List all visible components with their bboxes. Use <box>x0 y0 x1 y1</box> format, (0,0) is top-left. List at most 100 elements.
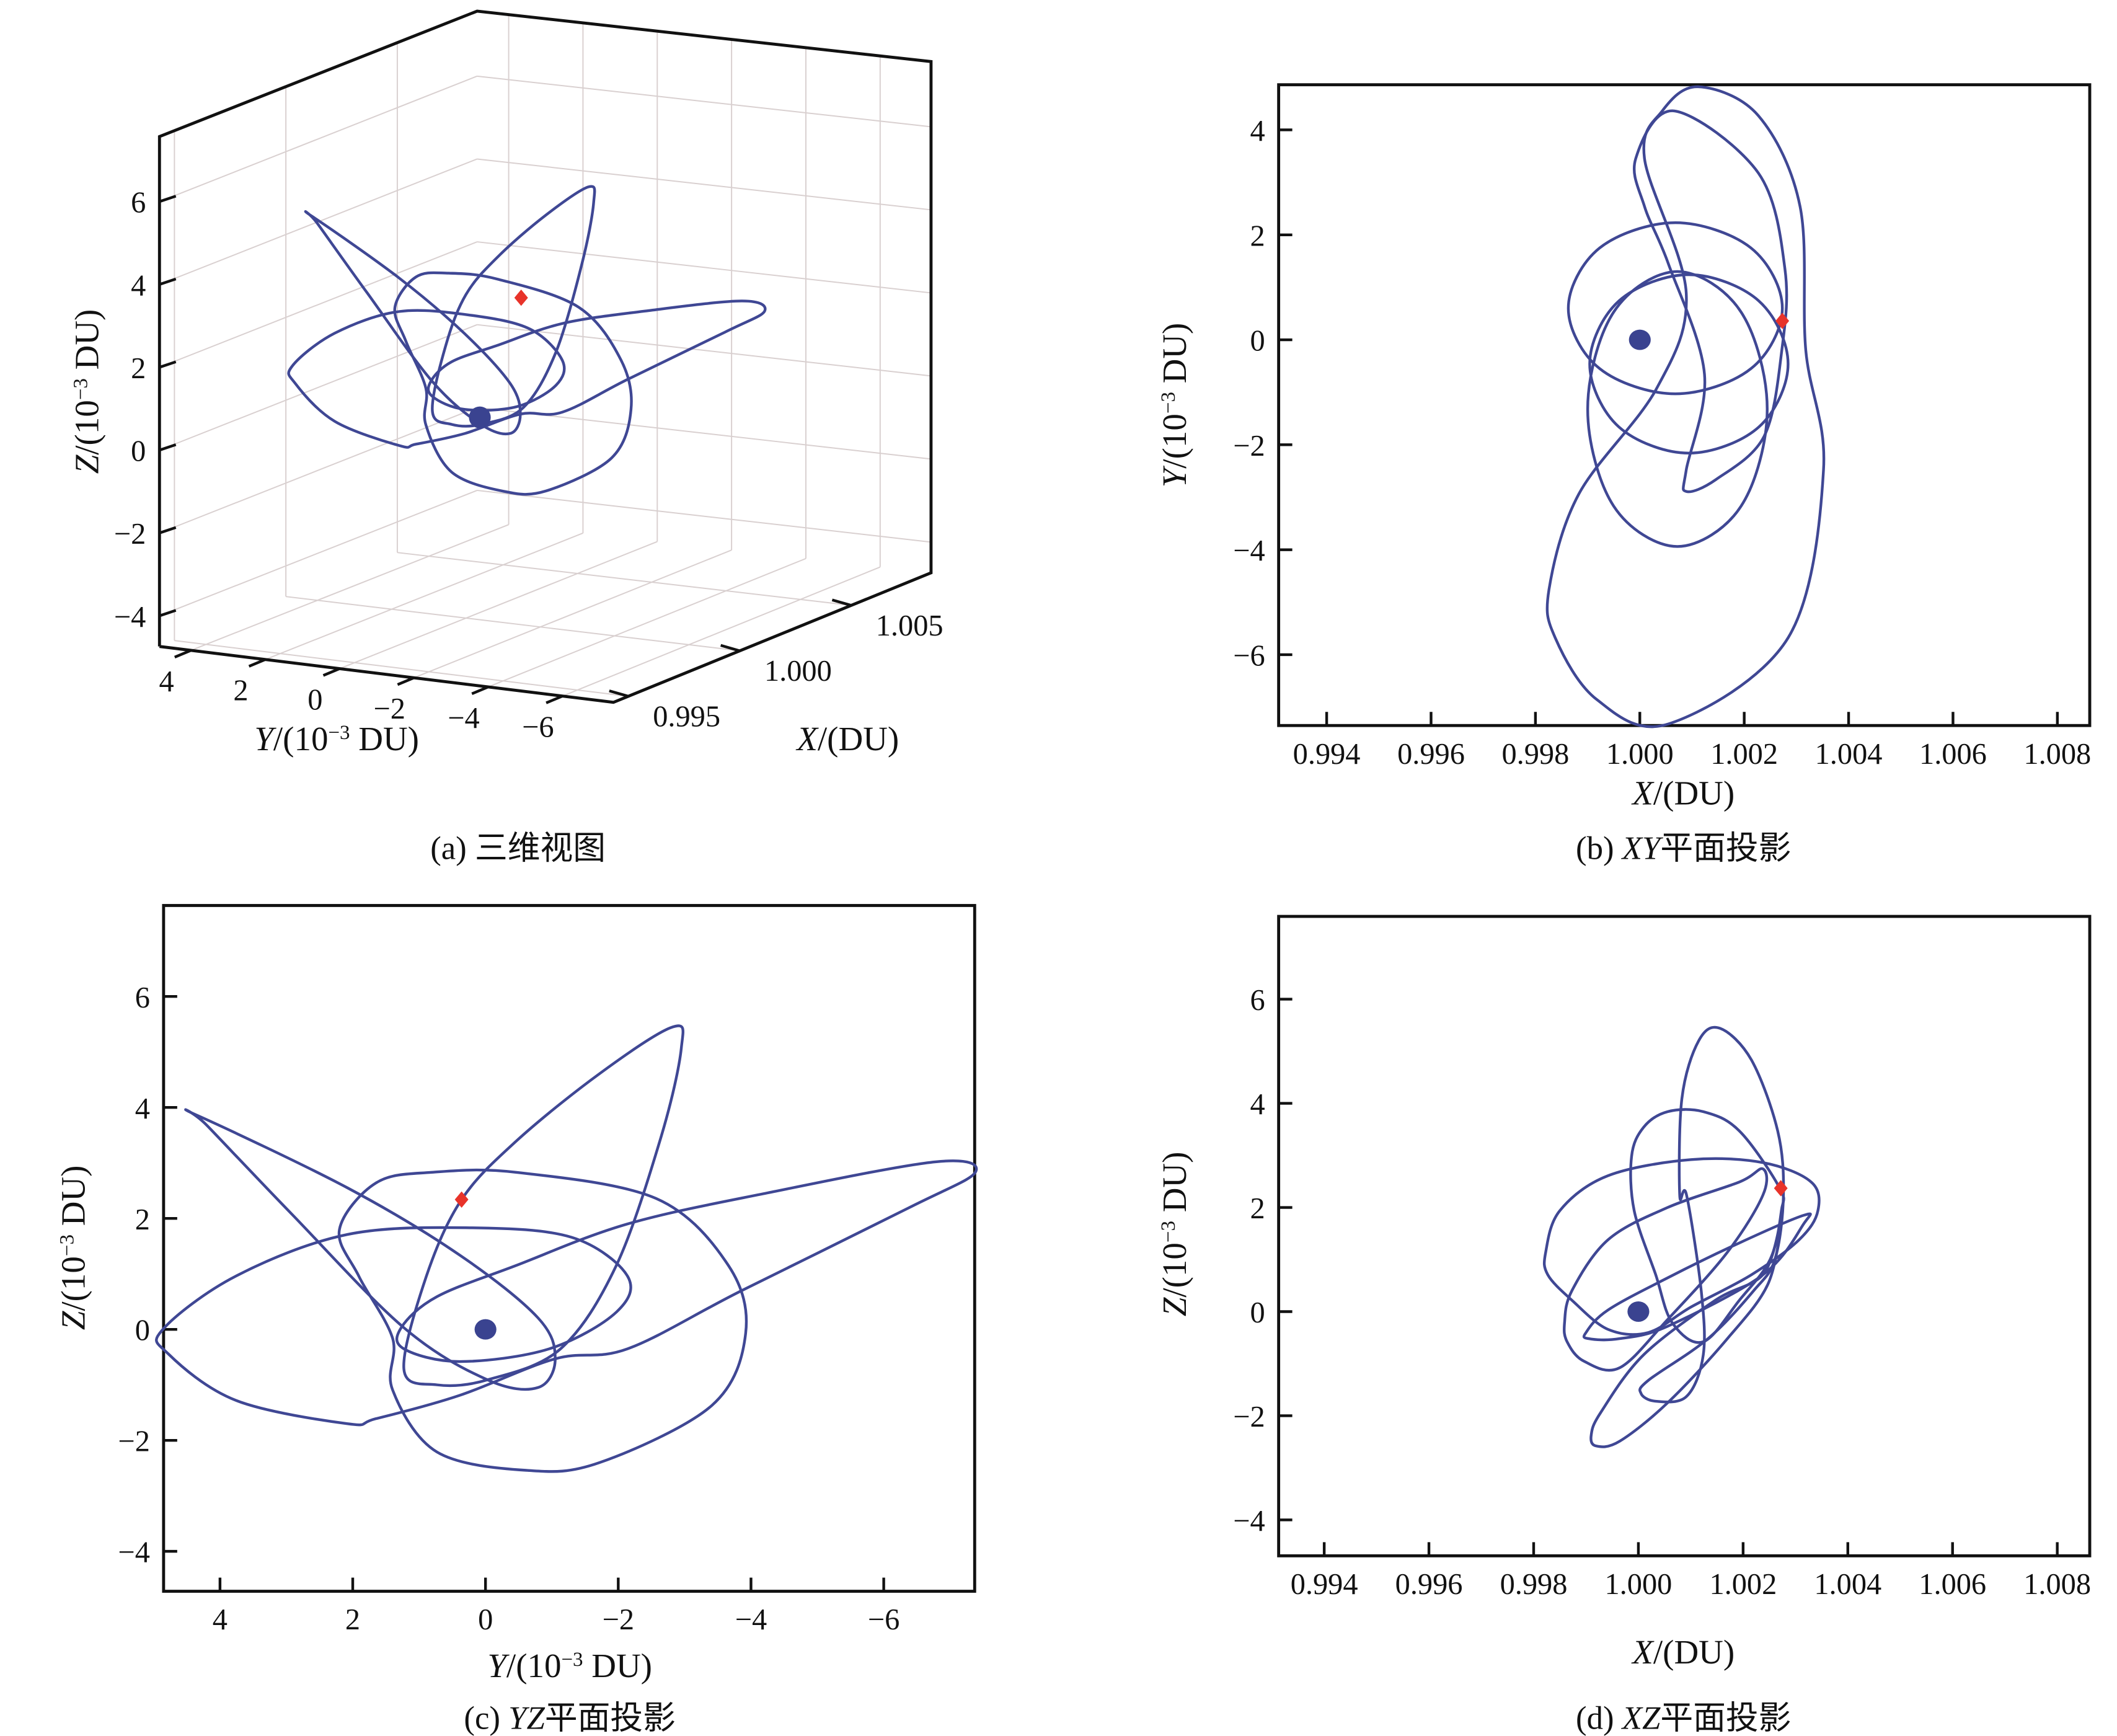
y-tick-label: 4 <box>1250 115 1265 148</box>
caption-label: (d) <box>1576 1701 1622 1736</box>
x-axis-label-pre: /(DU) <box>818 720 899 758</box>
y-axis-label-sup: −3 <box>328 722 350 744</box>
grid-line <box>477 75 932 128</box>
trajectory-segment <box>337 1168 748 1473</box>
initial-point-marker <box>454 1191 469 1208</box>
grid-line <box>286 596 740 652</box>
x-axis-label-pre: /(DU) <box>1653 774 1735 812</box>
x-axis-label-text: X/(DU) <box>795 720 899 758</box>
y-tick-label: −4 <box>1233 534 1265 567</box>
y-tick-label: 4 <box>159 665 174 698</box>
y-axis-label-sup: −3 <box>1157 392 1180 414</box>
y-axis-label-pre: /(10 <box>1156 414 1193 469</box>
z-tick-label: 6 <box>131 187 146 219</box>
primary-body-marker <box>474 1319 497 1340</box>
y-axis-label-post: DU) <box>1156 323 1193 392</box>
panel-caption: (b) XY平面投影 <box>1576 831 1791 867</box>
panel-xy-projection: 0.994 0.996 0.998 1.000 1.002 1.004 1.006 1.008… <box>1156 83 2092 867</box>
initial-point-marker <box>1774 1180 1788 1197</box>
grid-line <box>562 566 881 697</box>
caption-label: (b) <box>1576 831 1622 867</box>
y-axis-label-var: Z <box>54 1310 92 1330</box>
x-axis-label-post: DU) <box>583 1647 652 1685</box>
z-axis-label-text: Z/(10−3 DU) <box>68 309 105 474</box>
caption-text: 平面投影 <box>1660 1701 1791 1736</box>
trajectory-segment <box>431 185 596 428</box>
z-tick <box>159 360 177 369</box>
panel-caption: (d) XZ平面投影 <box>1576 1701 1791 1736</box>
y-tick-label: 2 <box>233 675 248 707</box>
grid-lines <box>159 14 932 697</box>
x-tick-label: 0.995 <box>653 700 720 733</box>
y-axis-label-text: Y/(10−3 DU) <box>254 720 419 758</box>
x-tick-label: 0.998 <box>1500 1568 1568 1601</box>
y-tick-label: 4 <box>1250 1088 1265 1121</box>
y-axis-label-text: Z/(10−3 DU) <box>1156 1152 1193 1317</box>
panel-3d-view: 6 4 2 0 −2 −4 4 2 0 −2 −4 −6 0.995 1.000 1.005 Y/(10−3 … <box>68 9 944 867</box>
x-axis-label-pre: /(10 <box>506 1647 562 1685</box>
grid-line <box>477 241 932 294</box>
grid-line <box>477 407 932 460</box>
y-tick-label: 2 <box>1250 219 1265 252</box>
grid-line <box>477 489 932 543</box>
y-axis-label-post: DU) <box>54 1166 92 1234</box>
y-axis-label-var: Y <box>1156 465 1193 487</box>
x-axis-label-text: Y/(10−3 DU) <box>487 1647 652 1685</box>
x-tick <box>831 598 852 607</box>
x-tick-label: 1.000 <box>764 655 832 688</box>
caption-text: 三维视图 <box>475 831 606 867</box>
y-tick-label: 0 <box>135 1314 150 1347</box>
x-tick-label: −2 <box>603 1603 634 1636</box>
z-axis-label-post: DU) <box>68 309 105 378</box>
caption-label: (a) <box>430 831 475 867</box>
trajectory-segment <box>1563 1167 1769 1372</box>
x-tick-label: 1.002 <box>1710 738 1778 771</box>
plot-frame <box>1277 83 2092 727</box>
y-tick-label: −4 <box>1233 1505 1265 1538</box>
x-tick-label: 1.000 <box>1606 738 1674 771</box>
x-tick-label: 1.006 <box>1919 1568 1986 1601</box>
x-axis-label: Y/(10−3 DU) <box>487 1647 652 1685</box>
y-tick-label: 0 <box>1250 325 1265 358</box>
y-tick-label: 6 <box>135 981 150 1014</box>
trajectory-segment <box>155 1159 978 1427</box>
x-tick-label: −4 <box>735 1603 767 1636</box>
y-axis-label-var: Y <box>254 720 276 758</box>
y-axis-label: Z/(10−3 DU) <box>1156 1152 1193 1317</box>
y-axis-label-post: DU) <box>1156 1152 1193 1221</box>
grid-line <box>159 490 478 617</box>
y-tick-label: −6 <box>522 711 554 744</box>
y-axis-label: Z/(10−3 DU) <box>54 1166 92 1331</box>
caption-var: YZ <box>508 1701 545 1736</box>
x-tick <box>720 644 741 652</box>
trajectory-segment <box>402 1024 684 1388</box>
x-tick-label: 1.008 <box>2023 1568 2091 1601</box>
x-tick-label: 2 <box>345 1603 360 1636</box>
x-axis-label-sup: −3 <box>561 1649 583 1671</box>
y-tick-label: −2 <box>373 693 405 725</box>
z-axis-label-sup: −3 <box>69 378 92 400</box>
x-tick-label: 0.994 <box>1291 1568 1358 1601</box>
z-tick-label: 2 <box>131 352 146 385</box>
x-axis-label: X/(DU) <box>1631 774 1735 812</box>
x-axis-label-var: X <box>795 720 819 758</box>
grid-line <box>413 549 732 679</box>
trajectory-segment <box>1588 273 1790 455</box>
plot-box <box>157 9 933 704</box>
y-tick-label: 0 <box>1250 1296 1265 1329</box>
y-tick-label: −4 <box>448 702 479 735</box>
y-tick-label: 6 <box>1250 984 1265 1017</box>
grid-line <box>174 640 629 697</box>
x-axis-label: X/(DU) <box>1631 1633 1735 1671</box>
trajectory-segment <box>1567 221 1784 396</box>
z-axis-label: Z/(10−3 DU) <box>68 309 105 474</box>
grid-line <box>265 532 583 660</box>
caption-var: XY <box>1621 831 1664 867</box>
x-axis-label-text: X/(DU) <box>1631 774 1735 812</box>
y-tick-label: 2 <box>1250 1192 1265 1225</box>
panel-caption: (c) YZ平面投影 <box>464 1701 676 1736</box>
x-tick-label: 0.998 <box>1501 738 1569 771</box>
x-tick-label: 0.996 <box>1397 738 1465 771</box>
x-tick-label: 1.005 <box>876 609 944 642</box>
